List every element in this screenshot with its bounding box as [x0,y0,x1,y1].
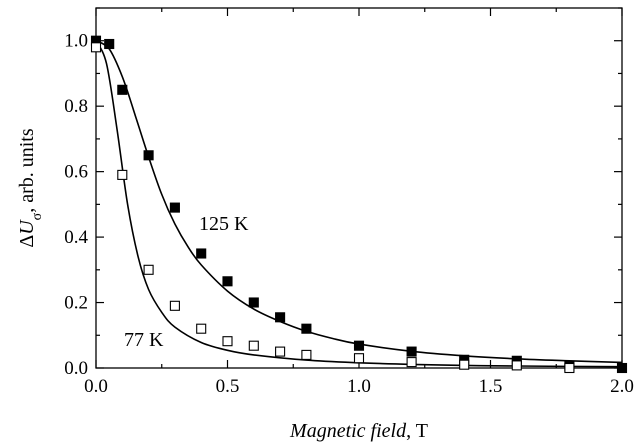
marker-125k [222,276,233,287]
x-tick-label: 2.0 [610,376,634,397]
y-tick-label: 0.8 [64,96,88,117]
marker-77k [222,336,233,347]
x-axis-title-unit: , T [406,420,428,442]
x-tick-label: 1.5 [479,376,503,397]
annotation-125k: 125 K [199,213,249,235]
y-tick-label: 0.6 [64,162,88,183]
y-axis-title: ΔUσ, arb. units [16,128,45,248]
marker-125k [406,346,417,357]
marker-125k [616,362,628,374]
marker-77k [248,340,259,351]
marker-77k [564,362,575,374]
x-tick-label: 1.0 [347,376,371,397]
y-axis-title-var: U [16,219,38,235]
marker-125k [353,340,365,351]
marker-77k [169,300,180,311]
y-tick-label: 0.2 [64,293,88,314]
marker-77k [143,264,154,275]
marker-77k [90,42,102,53]
marker-77k [196,323,207,334]
marker-77k [459,359,470,370]
y-tick-label: 1.0 [64,31,88,52]
marker-77k [353,353,365,364]
y-tick-labels: 0.0 0.2 0.4 0.6 0.8 1.0 [64,31,88,379]
x-axis-title-main: Magnetic field [289,420,407,442]
y-axis-title-sub: σ [30,212,45,220]
fit-curve-125k [95,39,623,364]
data-markers [90,35,628,374]
annotation-77k: 77 K [124,329,164,351]
marker-125k [169,202,180,213]
plot-frame [95,7,623,369]
marker-125k [301,323,312,334]
marker-125k [248,297,259,308]
marker-125k [117,84,128,95]
x-tick-label: 0.5 [216,376,240,397]
marker-77k [117,169,128,180]
marker-125k [196,248,207,259]
axis-ticks [95,7,623,369]
marker-77k [511,360,522,371]
y-tick-label: 0.0 [64,358,88,379]
marker-125k [104,38,115,50]
marker-125k [143,150,154,161]
marker-77k [301,349,312,360]
y-axis-title-delta: Δ [16,235,38,248]
y-axis-title-unit: , arb. units [16,128,38,213]
marker-125k [275,312,286,323]
marker-77k [406,357,417,368]
x-tick-label: 0.0 [84,376,108,397]
marker-77k [275,346,286,357]
x-axis-title: Magnetic field, T [289,420,428,442]
x-tick-labels: 0.0 0.5 1.0 1.5 2.0 [84,376,634,397]
y-tick-label: 0.4 [64,227,88,248]
